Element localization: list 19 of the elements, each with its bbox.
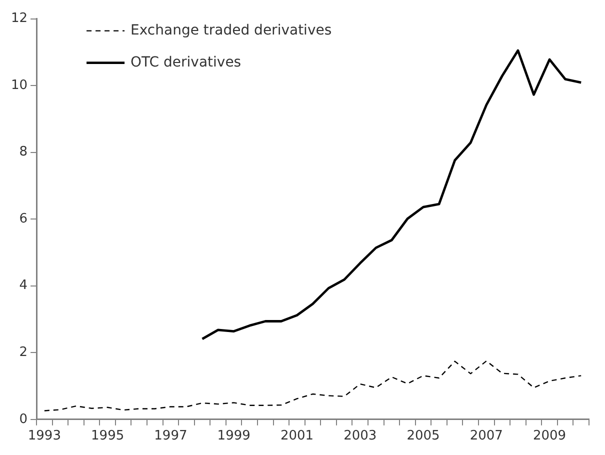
x-tick-label: 1997 xyxy=(154,428,188,444)
x-tick-label: 1993 xyxy=(28,428,61,444)
legend-label: Exchange traded derivatives xyxy=(130,22,332,38)
x-tick-label: 2005 xyxy=(406,428,440,444)
line-series xyxy=(44,360,582,412)
y-tick-label: 8 xyxy=(19,144,28,160)
x-tick-label: 2007 xyxy=(470,428,503,444)
y-tick-label: 10 xyxy=(10,78,28,93)
y-tick-label: 0 xyxy=(19,412,28,427)
x-tick-label: 1995 xyxy=(91,428,124,444)
y-tick-label: 2 xyxy=(19,345,28,360)
x-tick-label: 1999 xyxy=(217,428,250,444)
legend-label: OTC derivatives xyxy=(130,54,242,70)
y-tick-label: 12 xyxy=(10,11,28,26)
x-tick-label: 2009 xyxy=(532,428,566,444)
x-tick-label: 2003 xyxy=(344,428,377,444)
x-tick-label: 2001 xyxy=(280,428,314,444)
y-tick-label: 6 xyxy=(19,211,28,226)
y-tick-label: 4 xyxy=(19,278,28,294)
